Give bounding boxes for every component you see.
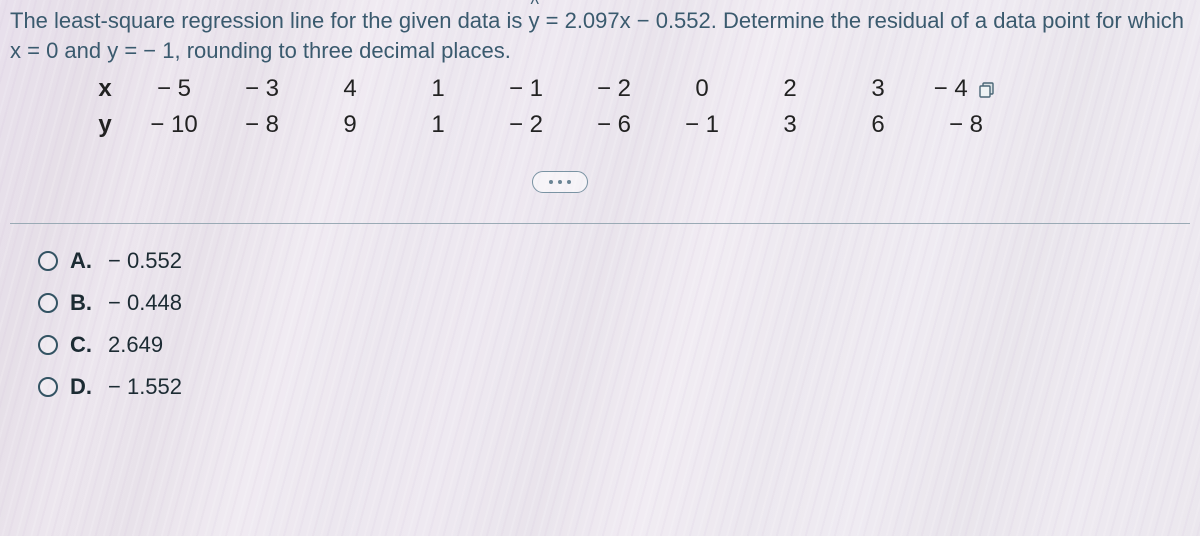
option-b[interactable]: B. − 0.448	[38, 290, 1190, 316]
ellipsis-dot	[558, 180, 562, 184]
option-value: − 0.448	[108, 290, 182, 316]
x-cell: − 4	[922, 71, 1010, 107]
question-line1-pre: The least-square regression line for the…	[10, 8, 529, 33]
option-letter: B.	[70, 290, 96, 316]
row-header-x: x	[80, 71, 130, 107]
y-cell: 6	[834, 107, 922, 143]
y-cell: 3	[746, 107, 834, 143]
answer-options: A. − 0.552 B. − 0.448 C. 2.649 D. − 1.55…	[38, 248, 1190, 400]
question-line2: x = 0 and y = − 1, rounding to three dec…	[10, 38, 511, 63]
y-cell: − 8	[218, 107, 306, 143]
y-hat-symbol: y	[529, 6, 540, 36]
option-c[interactable]: C. 2.649	[38, 332, 1190, 358]
expand-ellipsis-button[interactable]	[532, 171, 588, 193]
radio-b[interactable]	[38, 293, 58, 313]
y-cell: − 6	[570, 107, 658, 143]
radio-a[interactable]	[38, 251, 58, 271]
x-cell: − 1	[482, 71, 570, 107]
question-eq-rest: = 2.097x − 0.552. Determine the residual…	[540, 8, 1185, 33]
option-letter: C.	[70, 332, 96, 358]
option-value: 2.649	[108, 332, 163, 358]
radio-d[interactable]	[38, 377, 58, 397]
table-row-y: y − 10 − 8 9 1 − 2 − 6 − 1 3 6 − 8	[80, 107, 1010, 143]
y-cell: 1	[394, 107, 482, 143]
x-cell: 0	[658, 71, 746, 107]
x-cell: − 3	[218, 71, 306, 107]
y-cell: − 2	[482, 107, 570, 143]
y-cell: − 10	[130, 107, 218, 143]
ellipsis-dot	[549, 180, 553, 184]
section-divider	[10, 223, 1190, 224]
x-cell: − 2	[570, 71, 658, 107]
data-table: x − 5 − 3 4 1 − 1 − 2 0 2 3 − 4 y −	[80, 71, 1010, 143]
x-cell: − 5	[130, 71, 218, 107]
option-a[interactable]: A. − 0.552	[38, 248, 1190, 274]
x-cell: 4	[306, 71, 394, 107]
ellipsis-dot	[567, 180, 571, 184]
table-row-x: x − 5 − 3 4 1 − 1 − 2 0 2 3 − 4	[80, 71, 1010, 107]
option-d[interactable]: D. − 1.552	[38, 374, 1190, 400]
x-cell: 3	[834, 71, 922, 107]
option-letter: A.	[70, 248, 96, 274]
option-letter: D.	[70, 374, 96, 400]
y-cell: 9	[306, 107, 394, 143]
copy-icon[interactable]	[978, 81, 998, 99]
option-value: − 1.552	[108, 374, 182, 400]
x-last-value: − 4	[934, 75, 968, 102]
radio-c[interactable]	[38, 335, 58, 355]
x-cell: 2	[746, 71, 834, 107]
question-text: The least-square regression line for the…	[10, 6, 1190, 65]
option-value: − 0.552	[108, 248, 182, 274]
y-cell: − 8	[922, 107, 1010, 143]
row-header-y: y	[80, 107, 130, 143]
x-cell: 1	[394, 71, 482, 107]
y-cell: − 1	[658, 107, 746, 143]
